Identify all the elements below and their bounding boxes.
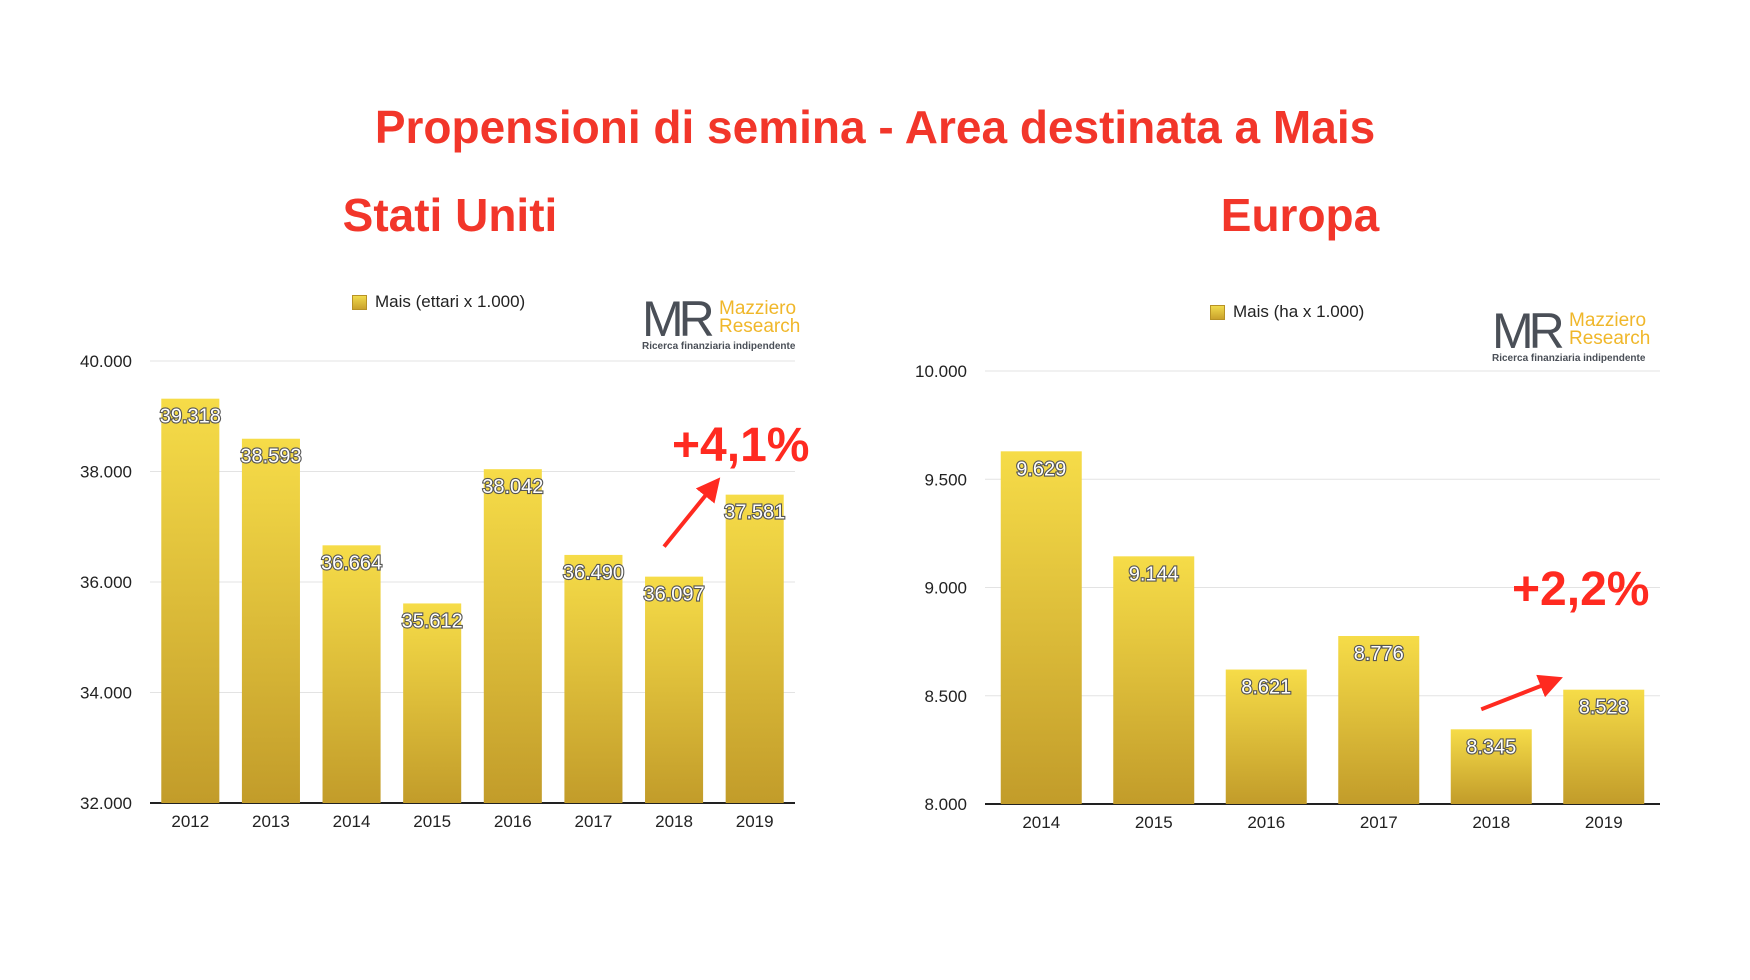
bar-2015 <box>1113 556 1195 804</box>
data-label: 8.621 <box>1241 677 1291 699</box>
y-tick-label: 34.000 <box>80 684 132 703</box>
data-label: 38.593 <box>240 446 301 468</box>
x-tick-label: 2015 <box>1135 813 1173 832</box>
data-label: 8.345 <box>1466 736 1516 758</box>
data-label: 37.581 <box>724 502 785 524</box>
x-tick-label: 2014 <box>333 812 371 831</box>
chart-title-eu: Europa <box>1220 189 1380 241</box>
data-label: 35.612 <box>402 610 463 632</box>
data-label: 36.490 <box>563 562 624 584</box>
y-tick-label: 10.000 <box>915 362 967 381</box>
data-label: 36.664 <box>321 552 382 574</box>
logo-brand: Mazziero Research <box>719 298 801 337</box>
logo-brand-line1: Mazziero <box>719 298 797 319</box>
data-label: 9.629 <box>1016 458 1066 480</box>
logo-tagline: Ricerca finanziaria indipendente <box>1492 353 1646 364</box>
trend-arrow <box>1480 674 1563 712</box>
y-tick-label: 38.000 <box>80 463 132 482</box>
x-tick-label: 2014 <box>1022 813 1060 832</box>
y-tick-label: 40.000 <box>80 352 132 371</box>
mazziero-logo-eu: MR Mazziero Research Ricerca finanziaria… <box>1492 306 1667 366</box>
bar-2017 <box>564 554 623 803</box>
x-tick-label: 2013 <box>252 812 290 831</box>
x-tick-label: 2012 <box>171 812 209 831</box>
data-label: 8.776 <box>1354 643 1404 665</box>
x-tick-label: 2018 <box>655 812 693 831</box>
data-label: 39.318 <box>160 406 221 428</box>
logo-tagline: Ricerca finanziaria indipendente <box>642 341 796 352</box>
logo-initials: MR <box>642 291 715 347</box>
bar-2019 <box>1563 689 1645 804</box>
mazziero-logo-us: MR Mazziero Research Ricerca finanziaria… <box>642 294 817 354</box>
bar-2016 <box>483 469 542 803</box>
x-tick-label: 2019 <box>1585 813 1623 832</box>
data-label: 36.097 <box>643 584 704 606</box>
x-tick-label: 2019 <box>736 812 774 831</box>
bar-2016 <box>1225 669 1307 804</box>
y-tick-label: 9.500 <box>924 470 967 489</box>
chart-title-us: Stati Uniti <box>342 189 558 241</box>
x-tick-label: 2018 <box>1472 813 1510 832</box>
data-label: 8.528 <box>1579 697 1629 719</box>
growth-annotation-us: +4,1% <box>672 419 810 472</box>
x-tick-label: 2015 <box>413 812 451 831</box>
x-tick-label: 2016 <box>1247 813 1285 832</box>
x-tick-label: 2017 <box>1360 813 1398 832</box>
bar-2015 <box>403 603 462 803</box>
data-label: 9.144 <box>1129 563 1179 585</box>
legend-eu: Mais (ha x 1.000) <box>1210 302 1364 322</box>
page-title: Propensioni di semina - Area destinata a… <box>374 101 1376 153</box>
bar-2018 <box>645 576 704 803</box>
logo-brand-line2: Research <box>719 316 801 337</box>
legend-label: Mais (ha x 1.000) <box>1233 302 1365 321</box>
logo-brand-line2: Research <box>1569 328 1651 349</box>
growth-annotation-eu: +2,2% <box>1512 563 1650 616</box>
logo-initials: MR <box>1492 303 1565 359</box>
x-tick-label: 2016 <box>494 812 532 831</box>
y-tick-label: 9.000 <box>924 579 967 598</box>
y-tick-label: 8.000 <box>924 795 967 814</box>
trend-arrow <box>662 477 721 548</box>
bar-2017 <box>1338 635 1420 804</box>
bar-2014 <box>1000 451 1082 804</box>
x-tick-label: 2017 <box>575 812 613 831</box>
logo-brand-line1: Mazziero <box>1569 310 1647 331</box>
y-tick-label: 32.000 <box>80 794 132 813</box>
y-tick-label: 8.500 <box>924 687 967 706</box>
y-tick-label: 36.000 <box>80 573 132 592</box>
bar-2014 <box>322 545 381 803</box>
legend-us: Mais (ettari x 1.000) <box>352 292 525 312</box>
bar-2013 <box>241 438 300 803</box>
data-label: 38.042 <box>482 476 543 498</box>
bar-2018 <box>1450 729 1532 804</box>
legend-swatch <box>352 294 367 310</box>
bar-2019 <box>725 494 784 803</box>
logo-brand: Mazziero Research <box>1569 310 1651 349</box>
legend-swatch <box>1210 304 1225 320</box>
bar-2012 <box>161 398 220 803</box>
legend-label: Mais (ettari x 1.000) <box>375 292 526 311</box>
